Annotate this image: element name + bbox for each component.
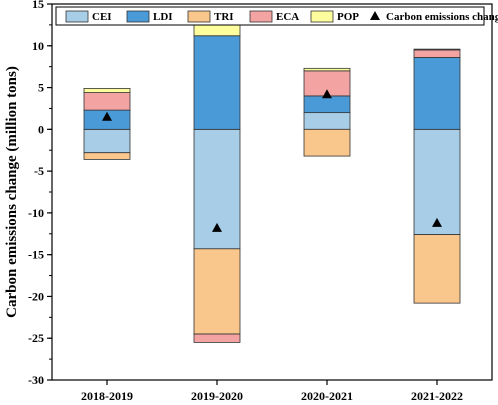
y-tick-label: 10 [32,39,44,53]
y-tick-label: -20 [28,289,44,303]
bar-eca-2019-2020 [193,333,241,343]
x-tick-label: 2019-2020 [191,389,243,403]
y-tick-label: -30 [28,373,44,387]
marker-carbon-change-2018-2019 [102,111,112,121]
legend-swatch-pop [310,10,334,23]
legend-label-tri: TRI [214,11,234,23]
legend-swatch-tri [187,10,211,23]
bar-cei-2020-2021 [303,112,351,130]
bar-ldi-2020-2021 [303,95,351,114]
legend-label-carbon-change: Carbon emissions change [386,11,498,23]
bar-cei-2018-2019 [83,128,131,154]
y-axis-title: Carbon emissions change (million tons) [4,66,20,318]
x-tick-label: 2020-2021 [301,389,353,403]
y-tick-label: 15 [32,0,44,11]
legend-swatch-ldi [126,10,150,23]
y-tick-label: -10 [28,206,44,220]
legend-swatch-cei [65,10,89,23]
bar-pop-2020-2021 [303,67,351,72]
bar-eca-2021-2022 [413,49,461,58]
bar-cei-2021-2022 [413,128,461,236]
y-tick-label: 5 [38,81,44,95]
bar-pop-2021-2022 [413,48,461,51]
marker-carbon-change-2020-2021 [322,89,332,99]
y-tick-label: -15 [28,248,44,262]
legend-marker-triangle [370,11,380,20]
bar-tri-2020-2021 [303,128,351,157]
bar-pop-2018-2019 [83,87,131,93]
legend-swatch-eca [249,10,273,23]
y-tick-label: -25 [28,331,44,345]
legend-label-cei: CEI [92,11,112,23]
marker-carbon-change-2019-2020 [212,222,222,232]
y-tick-label: 0 [38,122,44,136]
bar-tri-2018-2019 [83,152,131,160]
bar-tri-2019-2020 [193,248,241,335]
y-tick-label: -5 [34,164,44,178]
x-tick-label: 2018-2019 [81,389,133,403]
x-tick-label: 2021-2022 [411,389,463,403]
legend-label-eca: ECA [276,11,299,23]
marker-carbon-change-2021-2022 [432,217,442,227]
bar-ldi-2019-2020 [193,35,241,130]
bar-eca-2018-2019 [83,92,131,111]
legend-label-pop: POP [337,11,359,23]
legend-label-ldi: LDI [153,11,173,23]
bar-ldi-2021-2022 [413,57,461,130]
bar-tri-2021-2022 [413,234,461,304]
